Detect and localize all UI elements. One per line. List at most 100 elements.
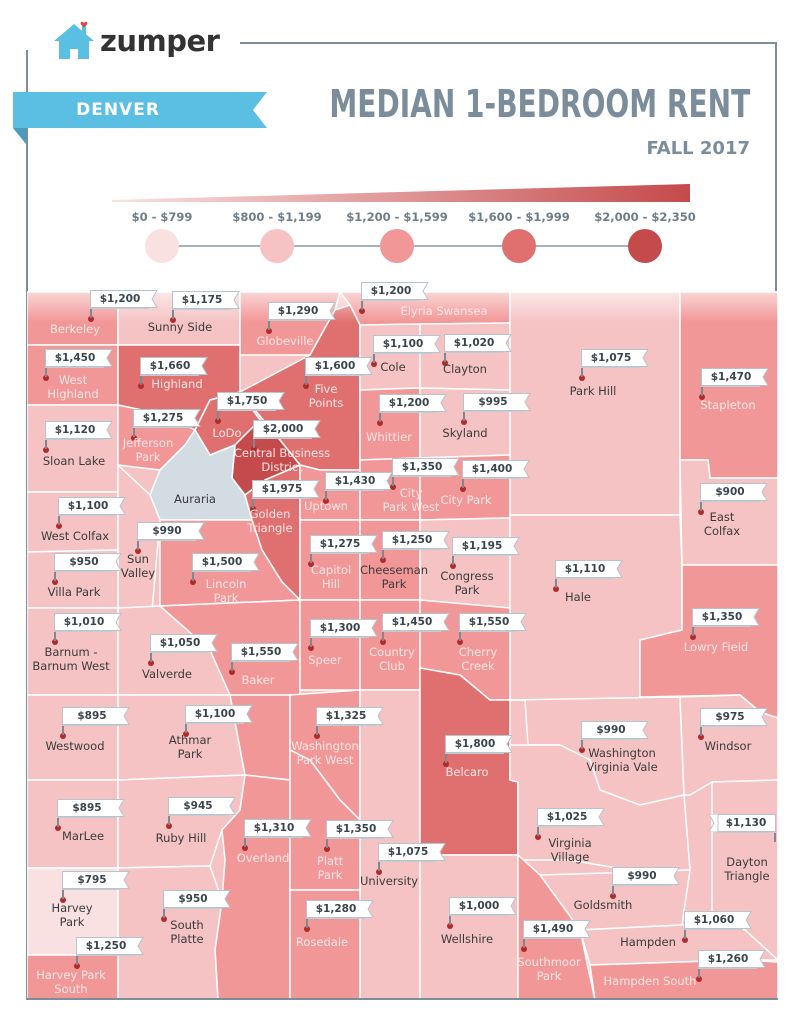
price-flag: $1,275 (131, 409, 201, 441)
neighborhood-name-line: Jefferson (122, 436, 174, 450)
price-flag: $1,100 (56, 497, 126, 529)
location-pin-icon (376, 869, 382, 875)
neighborhood-name-line: City Park (440, 493, 492, 507)
price-label: $1,300 (310, 619, 369, 637)
price-flag: $945 (166, 797, 236, 829)
neighborhood-name-line: Belcaro (445, 765, 489, 779)
price-flag: $1,430 (323, 472, 393, 504)
price-label: $1,490 (523, 920, 582, 938)
price-flag: $975 (698, 708, 768, 740)
location-pin-icon (43, 375, 49, 381)
location-pin-icon (371, 361, 377, 367)
neighborhood-name-line: Hale (565, 590, 591, 604)
neighborhood-name-line: Sloan Lake (42, 454, 106, 468)
price-flag: $1,175 (170, 291, 240, 323)
flag-tail-icon (112, 553, 122, 571)
neighborhood-name-line: Lowry Field (683, 640, 749, 654)
location-pin-icon (553, 586, 559, 592)
flag-tail-icon (383, 472, 393, 490)
price-flag: $1,200 (88, 290, 158, 322)
neighborhood-name-line: Park (536, 969, 562, 983)
neighborhood-name-line: Washington (588, 746, 656, 760)
neighborhood-name: Westwood (45, 739, 104, 753)
neighborhood-name: Five Points (309, 382, 344, 410)
price-label: $1,350 (692, 608, 751, 626)
price-label: $1,075 (378, 843, 437, 861)
zumper-logo: zumper (52, 20, 220, 62)
flag-tail-icon (517, 613, 527, 631)
neighborhood-name: Capitol Hill (311, 563, 351, 591)
neighborhood-name: Auraria (174, 492, 216, 506)
neighborhood-name: Virginia Village (548, 836, 591, 864)
neighborhood-name-line: West Colfax (40, 529, 110, 543)
flag-tail-icon (639, 721, 649, 739)
price-flag: $1,310 (242, 819, 312, 851)
price-flag: $1,660 (138, 357, 208, 389)
page-title: MEDIAN 1-BEDROOM RENT (329, 82, 750, 126)
neighborhood-name-line: Park Hill (569, 384, 617, 398)
neighborhood-name: Globeville (257, 334, 314, 348)
neighborhood-name: Speer (308, 653, 341, 667)
flag-tail-icon (368, 619, 378, 637)
location-pin-icon (52, 639, 58, 645)
flag-tail-icon (758, 483, 768, 501)
flag-tail-icon (437, 394, 447, 412)
price-flag: $895 (60, 707, 130, 739)
price-flag: $1,195 (450, 537, 520, 569)
location-pin-icon (521, 946, 527, 952)
region-sloan-lake (27, 404, 119, 493)
location-pin-icon (229, 669, 235, 675)
neighborhood-name-line: LoDo (212, 426, 242, 440)
neighborhood-name-line: Wellshire (440, 932, 494, 946)
flag-tail-icon (759, 368, 769, 386)
location-pin-icon (242, 845, 248, 851)
neighborhood-name: East Colfax (704, 510, 740, 538)
price-flag: $1,200 (359, 282, 429, 314)
price-flag: $1,290 (266, 302, 336, 334)
price-label: $1,020 (444, 334, 503, 352)
neighborhood-name-line: Virginia (548, 836, 592, 850)
price-label: $1,120 (45, 421, 104, 439)
neighborhood-name-line: Park (213, 591, 239, 605)
neighborhood-name: City Park (440, 493, 491, 507)
flag-tail-icon (613, 560, 623, 578)
region-wellshire (419, 854, 519, 1000)
neighborhood-name: Cheeseman Park (360, 563, 428, 591)
neighborhood-name-line: Goldsmith (573, 898, 633, 912)
price-label: $975 (700, 708, 759, 726)
price-flag: $1,350 (324, 820, 394, 852)
neighborhood-name-line: Ruby Hill (155, 831, 207, 845)
location-pin-icon (579, 375, 585, 381)
price-label: $1,025 (537, 808, 596, 826)
location-pin-icon (170, 317, 176, 323)
neighborhood-name-line: Uptown (304, 499, 348, 513)
neighborhood-name-line: Park West (382, 500, 440, 514)
flag-tail-icon (226, 797, 236, 815)
legend-label: $800 - $1,199 (232, 210, 322, 224)
neighborhood-name: Dayton Triangle (724, 855, 769, 883)
flag-tail-icon (148, 290, 158, 308)
neighborhood-name: Clayton (443, 362, 487, 376)
location-pin-icon (699, 394, 705, 400)
location-pin-icon (215, 418, 221, 424)
location-pin-icon (698, 734, 704, 740)
neighborhood-name-line: Lincoln (205, 577, 247, 591)
neighborhood-name: Highland (151, 377, 202, 391)
neighborhood-name-line: Whittier (366, 430, 412, 444)
neighborhood-name: Hale (565, 590, 591, 604)
neighborhood-name-line: Athmar (168, 733, 212, 747)
neighborhood-name: Barnum - Barnum West (32, 645, 109, 673)
neighborhood-name: Cherry Creek (459, 645, 497, 673)
location-pin-icon (457, 639, 463, 645)
neighborhood-name-line: Auraria (174, 492, 216, 506)
location-pin-icon (450, 563, 456, 569)
neighborhood-name: Washington Virginia Vale (586, 746, 657, 774)
price-label: $1,325 (316, 707, 375, 725)
location-pin-icon (138, 383, 144, 389)
flag-tail-icon (310, 480, 320, 498)
neighborhood-name: Berkeley (50, 322, 100, 336)
price-label: $1,660 (140, 357, 199, 375)
price-flag: $1,400 (460, 460, 530, 492)
neighborhood-name: Southmoor Park (517, 955, 580, 983)
price-flag: $1,800 (443, 735, 513, 767)
